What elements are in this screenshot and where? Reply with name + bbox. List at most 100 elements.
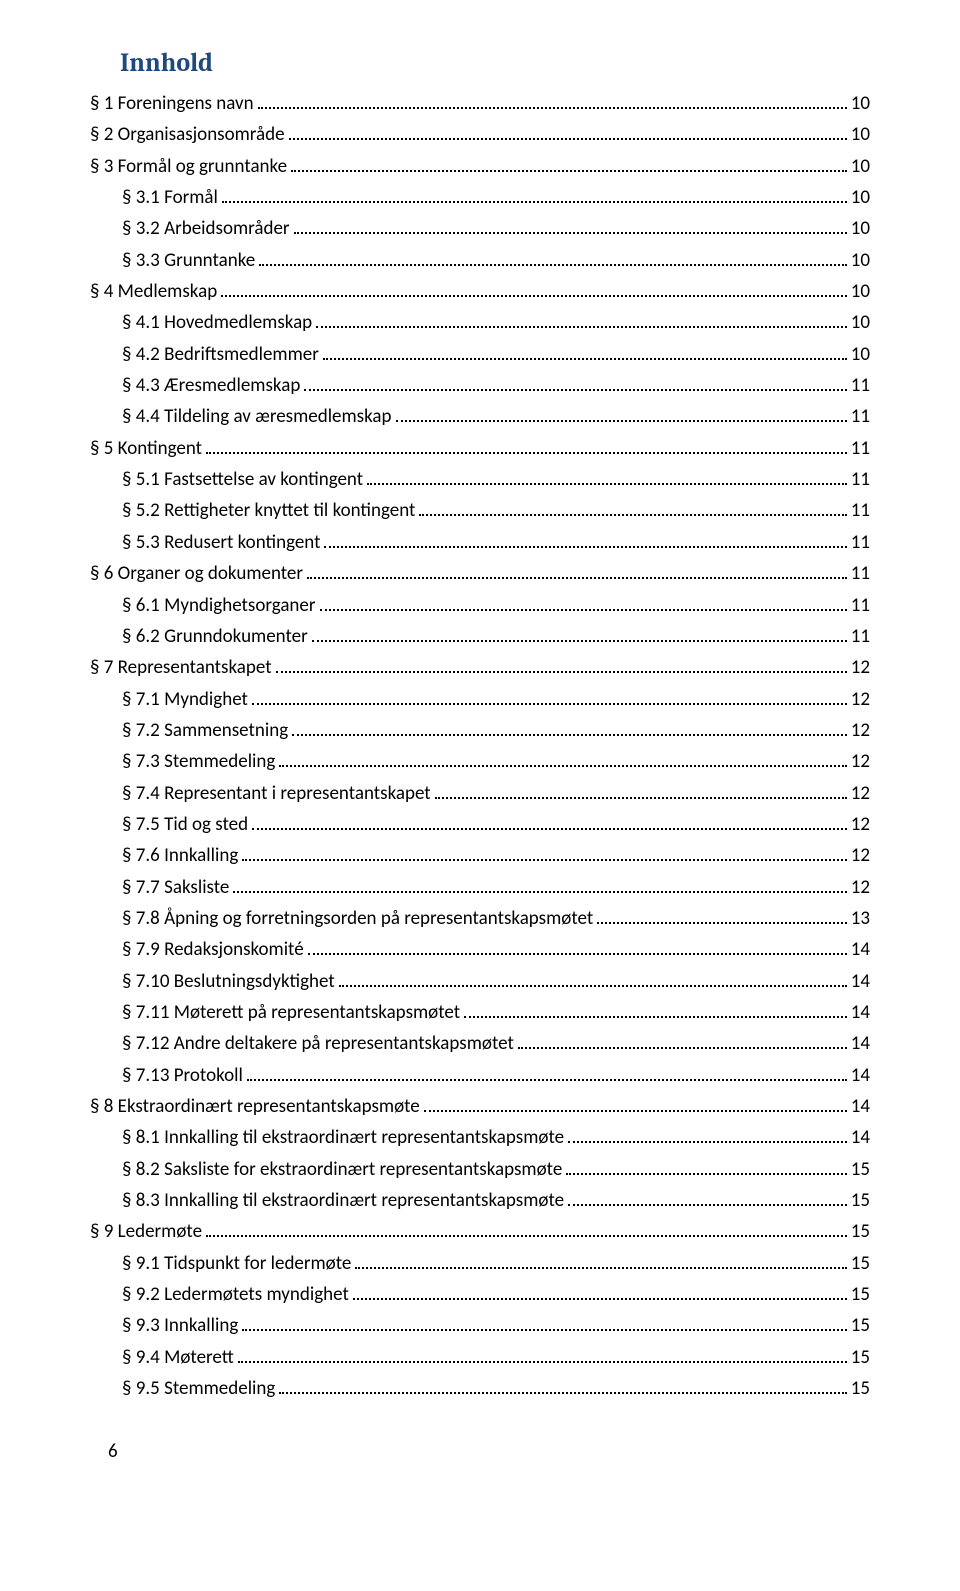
toc-entry-label: § 4 Medlemskap — [90, 276, 217, 307]
toc-row: § 7.11 Møterett på representantskapsmøte… — [90, 997, 870, 1028]
toc-entry-label: § 7 Representantskapet — [90, 652, 272, 683]
toc-leader-dots — [419, 514, 846, 516]
toc-leader-dots — [242, 1329, 846, 1331]
toc-leader-dots — [233, 891, 846, 893]
toc-entry-label: § 2 Organisasjonsområde — [90, 119, 285, 150]
toc-leader-dots — [242, 859, 846, 861]
toc-entry-label: § 9.1 Tidspunkt for ledermøte — [122, 1248, 351, 1279]
toc-entry-label: § 3.2 Arbeidsområder — [122, 213, 290, 244]
toc-entry-page: 10 — [851, 119, 870, 150]
toc-row: § 7.13 Protokoll 14 — [90, 1060, 870, 1091]
toc-entry-page: 12 — [851, 652, 870, 683]
toc-row: § 4.4 Tildeling av æresmedlemskap 11 — [90, 401, 870, 432]
toc-leader-dots — [316, 326, 847, 328]
toc-entry-page: 12 — [851, 872, 870, 903]
toc-leader-dots — [206, 452, 847, 454]
toc-entry-page: 15 — [851, 1185, 870, 1216]
toc-leader-dots — [424, 1110, 847, 1112]
toc-leader-dots — [291, 170, 847, 172]
toc-entry-page: 10 — [851, 182, 870, 213]
toc-entry-label: § 7.9 Redaksjonskomité — [122, 934, 304, 965]
toc-leader-dots — [435, 797, 847, 799]
toc-entry-page: 12 — [851, 715, 870, 746]
toc-entry-page: 10 — [851, 307, 870, 338]
toc-entry-page: 15 — [851, 1310, 870, 1341]
toc-leader-dots — [597, 922, 847, 924]
toc-entry-page: 14 — [851, 997, 870, 1028]
toc-leader-dots — [566, 1173, 846, 1175]
toc-row: § 4.2 Bedriftsmedlemmer 10 — [90, 339, 870, 370]
toc-row: § 7.6 Innkalling 12 — [90, 840, 870, 871]
toc-entry-page: 15 — [851, 1342, 870, 1373]
toc-entry-label: § 7.10 Beslutningsdyktighet — [122, 966, 335, 997]
toc-leader-dots — [221, 295, 847, 297]
toc-leader-dots — [238, 1361, 847, 1363]
toc-leader-dots — [339, 985, 847, 987]
toc-entry-label: § 7.8 Åpning og forretningsorden på repr… — [122, 903, 593, 934]
toc-entry-page: 11 — [851, 464, 870, 495]
toc-entry-label: § 7.6 Innkalling — [122, 840, 238, 871]
toc-leader-dots — [308, 953, 847, 955]
toc-entry-label: § 8.2 Saksliste for ekstraordinært repre… — [122, 1154, 562, 1185]
toc-entry-page: 12 — [851, 778, 870, 809]
toc-entry-page: 11 — [851, 621, 870, 652]
toc-row: § 6.2 Grunndokumenter 11 — [90, 621, 870, 652]
toc-row: § 9.1 Tidspunkt for ledermøte 15 — [90, 1248, 870, 1279]
toc-leader-dots — [279, 1392, 846, 1394]
toc-row: § 6.1 Myndighetsorganer 11 — [90, 590, 870, 621]
toc-row: § 4 Medlemskap 10 — [90, 276, 870, 307]
toc-entry-page: 14 — [851, 1122, 870, 1153]
toc-entry-label: § 7.3 Stemmedeling — [122, 746, 275, 777]
toc-row: § 7.7 Saksliste 12 — [90, 872, 870, 903]
toc-leader-dots — [252, 703, 847, 705]
toc-entry-page: 11 — [851, 495, 870, 526]
toc-row: § 7.2 Sammensetning 12 — [90, 715, 870, 746]
toc-row: § 6 Organer og dokumenter 11 — [90, 558, 870, 589]
toc-leader-dots — [320, 609, 847, 611]
toc-entry-label: § 3.3 Grunntanke — [122, 245, 255, 276]
toc-row: § 8.2 Saksliste for ekstraordinært repre… — [90, 1154, 870, 1185]
toc-leader-dots — [353, 1298, 847, 1300]
toc-entry-page: 11 — [851, 370, 870, 401]
toc-entry-label: § 6.1 Myndighetsorganer — [122, 590, 316, 621]
toc-leader-dots — [323, 358, 847, 360]
toc-row: § 8.3 Innkalling til ekstraordinært repr… — [90, 1185, 870, 1216]
toc-leader-dots — [518, 1047, 847, 1049]
toc-entry-label: § 7.12 Andre deltakere på representantsk… — [122, 1028, 514, 1059]
toc-entry-page: 11 — [851, 590, 870, 621]
toc-entry-label: § 7.11 Møterett på representantskapsmøte… — [122, 997, 460, 1028]
toc-entry-label: § 6 Organer og dokumenter — [90, 558, 303, 589]
toc-entry-label: § 9.3 Innkalling — [122, 1310, 238, 1341]
toc-entry-page: 14 — [851, 1091, 870, 1122]
toc-entry-label: § 7.2 Sammensetning — [122, 715, 288, 746]
toc-entry-page: 15 — [851, 1216, 870, 1247]
toc-leader-dots — [367, 483, 847, 485]
toc-row: § 8.1 Innkalling til ekstraordinært repr… — [90, 1122, 870, 1153]
toc-entry-page: 10 — [851, 88, 870, 119]
toc-entry-page: 12 — [851, 746, 870, 777]
toc-row: § 9.5 Stemmedeling 15 — [90, 1373, 870, 1404]
toc-leader-dots — [289, 138, 847, 140]
toc-entry-page: 15 — [851, 1279, 870, 1310]
toc-row: § 4.3 Æresmedlemskap 11 — [90, 370, 870, 401]
toc-leader-dots — [324, 546, 846, 548]
toc-row: § 3.2 Arbeidsområder 10 — [90, 213, 870, 244]
toc-row: § 7.12 Andre deltakere på representantsk… — [90, 1028, 870, 1059]
toc-entry-page: 10 — [851, 245, 870, 276]
toc-entry-label: § 7.13 Protokoll — [122, 1060, 243, 1091]
toc-entry-label: § 5.1 Fastsettelse av kontingent — [122, 464, 363, 495]
toc-entry-page: 14 — [851, 1060, 870, 1091]
toc-leader-dots — [355, 1267, 846, 1269]
toc-entry-label: § 3.1 Formål — [122, 182, 218, 213]
toc-entry-label: § 4.4 Tildeling av æresmedlemskap — [122, 401, 392, 432]
toc-entry-label: § 1 Foreningens navn — [90, 88, 254, 119]
toc-leader-dots — [279, 765, 846, 767]
toc-row: § 7.1 Myndighet 12 — [90, 684, 870, 715]
toc-leader-dots — [396, 420, 847, 422]
toc-entry-page: 11 — [851, 401, 870, 432]
toc-leader-dots — [252, 828, 847, 830]
toc-row: § 9 Ledermøte 15 — [90, 1216, 870, 1247]
toc-leader-dots — [206, 1235, 847, 1237]
toc-entry-page: 11 — [851, 558, 870, 589]
toc-entry-page: 11 — [851, 527, 870, 558]
